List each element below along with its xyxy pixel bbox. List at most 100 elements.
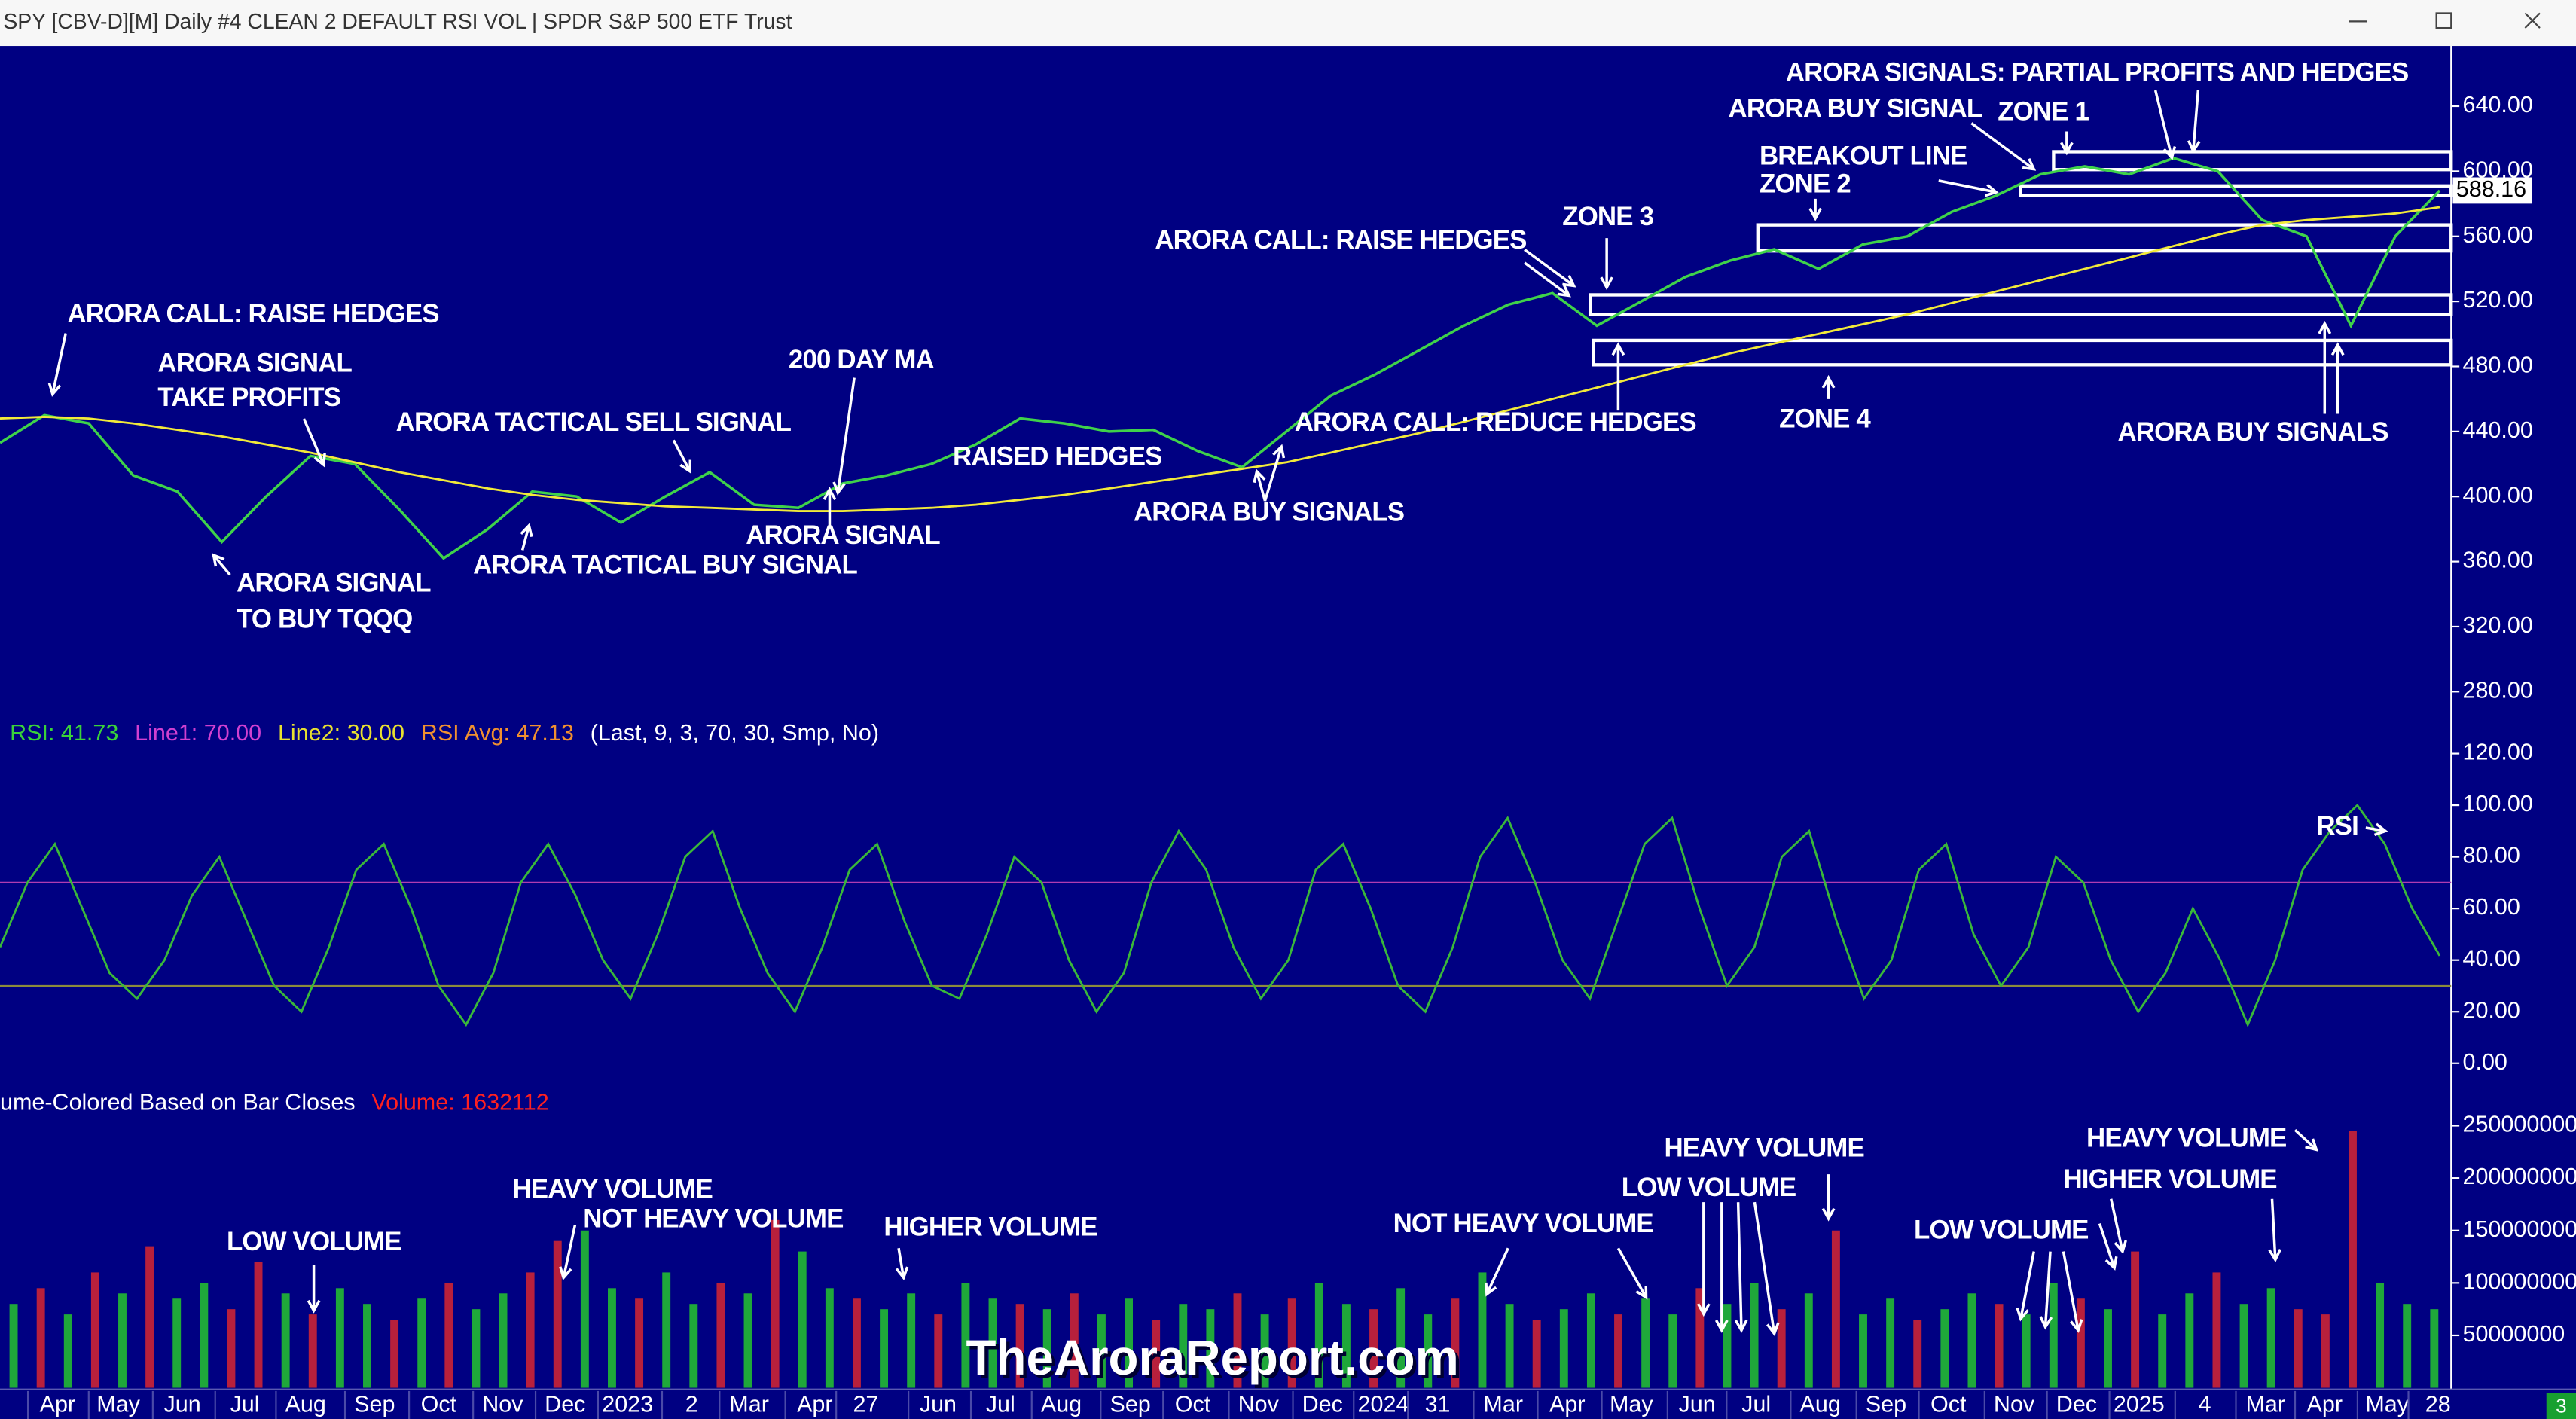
x-tick-label: May (2365, 1392, 2409, 1417)
y-tick-label: 480.00 (2463, 352, 2533, 378)
arrow (1485, 1247, 1509, 1297)
y-tick-label: 50000000 (2463, 1321, 2565, 1347)
annotation: TO BUY TQQQ (237, 604, 412, 633)
volume-bar (1967, 1293, 1976, 1388)
volume-bar (2376, 1283, 2385, 1388)
x-tick-label: Aug (1041, 1392, 1082, 1417)
volume-bar (961, 1283, 970, 1388)
x-tick-label: Mar (729, 1392, 769, 1417)
volume-bar (771, 1219, 780, 1388)
annotation: LOW VOLUME (1914, 1216, 2089, 1245)
x-tick-label: Dec (1302, 1392, 1343, 1417)
volume-bar (1723, 1304, 1732, 1388)
volume-bar (90, 1272, 99, 1388)
volume-bar (444, 1283, 453, 1388)
annotation: HEAVY VOLUME (1664, 1134, 1863, 1163)
x-tick-label: 2023 (602, 1392, 653, 1417)
legend-entry: RSI Avg: 47.13 (421, 720, 574, 746)
arrow (1808, 198, 1822, 221)
arrow (895, 1247, 909, 1281)
annotation: ARORA SIGNALS: PARTIAL PROFITS AND HEDGE… (1786, 57, 2409, 87)
annotation: ZONE 1 (1998, 97, 2089, 127)
y-tick-label: 20.00 (2463, 997, 2520, 1023)
arrow (2110, 1198, 2127, 1255)
y-tick-label: 440.00 (2463, 417, 2533, 443)
y-tick-label: 360.00 (2463, 548, 2533, 573)
volume-bar (635, 1298, 644, 1388)
x-tick-label: Oct (1930, 1392, 1967, 1417)
panel: 280.00 320.00 360.00 400.00 440.00 480.00 520.… (0, 57, 2533, 703)
x-tick-label: Apr (1549, 1392, 1586, 1417)
x-tick-label: May (1610, 1392, 1653, 1417)
y-tick-label: 640.00 (2463, 92, 2533, 117)
volume-bar (716, 1283, 725, 1388)
x-tick-label: Apr (797, 1392, 833, 1417)
volume-bar (1859, 1314, 1867, 1388)
panel: 0.00 20.00 40.00 60.00 80.00 100.00 120.00 RSI:… (0, 720, 2533, 1075)
arrow (832, 377, 856, 496)
annotation: ARORA BUY SIGNAL (1729, 93, 1982, 123)
x-tick-label: 2024 (1358, 1392, 1409, 1417)
volume-bar (1341, 1304, 1351, 1388)
annotation: ARORA BUY SIGNALS (1134, 498, 1404, 527)
watermark: TheAroraReport.com (966, 1330, 1459, 1385)
x-tick-label: Oct (421, 1392, 457, 1417)
arrow (2294, 1128, 2319, 1152)
series-line (0, 206, 2440, 513)
arrow (1524, 261, 1571, 298)
volume-bar (472, 1309, 481, 1388)
watermark-shadow: TheAroraReport.com (969, 1333, 1462, 1388)
volume-bar (227, 1309, 236, 1388)
annotation: RSI (2316, 811, 2358, 841)
arrow (1616, 1247, 1648, 1300)
volume-bar (200, 1283, 209, 1388)
annotation: ARORA CALL: REDUCE HEDGES (1295, 407, 1696, 437)
close-button[interactable] (2524, 12, 2541, 29)
annotation: ARORA CALL: RAISE HEDGES (1155, 225, 1526, 255)
arrow (823, 487, 837, 526)
volume-bar (934, 1314, 943, 1388)
last-price-label: 588.16 (2456, 176, 2526, 202)
annotation: ARORA BUY SIGNALS (2117, 417, 2388, 447)
volume-bar (281, 1293, 290, 1388)
arrow (2098, 1222, 2118, 1271)
corner-box (2546, 1393, 2576, 1419)
arrow (2153, 90, 2177, 160)
volume-bar (2239, 1304, 2248, 1388)
x-tick-label: Jul (986, 1392, 1015, 1417)
volume-bar (390, 1320, 399, 1388)
volume-bar (1641, 1298, 1650, 1388)
arrow (1938, 179, 1999, 197)
arrow (1714, 1202, 1729, 1333)
annotation: NOT HEAVY VOLUME (1393, 1209, 1653, 1238)
x-tick-label: Sep (1866, 1392, 1906, 1417)
volume-bar (1042, 1309, 1051, 1388)
arrow (2330, 342, 2345, 414)
volume-bar (2403, 1304, 2412, 1388)
maximize-button[interactable] (2435, 12, 2452, 29)
volume-bar (118, 1293, 127, 1388)
arrow (2187, 90, 2201, 154)
arrow (2059, 131, 2074, 156)
y-tick-label: 80.00 (2463, 843, 2520, 868)
volume-bar (1532, 1320, 1541, 1388)
x-tick-label: Jun (1678, 1392, 1715, 1417)
arrow (1753, 1201, 1780, 1337)
volume-bar (853, 1298, 861, 1388)
y-tick-label: 100.00 (2463, 791, 2533, 816)
volume-bar (1451, 1298, 1460, 1388)
volume-bar (1995, 1304, 2004, 1388)
x-tick-label: Aug (285, 1392, 326, 1417)
annotation: ARORA SIGNAL (237, 568, 431, 597)
volume-bar (1396, 1288, 1406, 1388)
volume-bar (880, 1309, 889, 1388)
volume-bar (798, 1251, 807, 1388)
volume-bar (526, 1272, 535, 1388)
x-tick-label: Apr (2307, 1392, 2343, 1417)
volume-bar (1287, 1298, 1296, 1388)
panel-label: ume-Colored Based on Bar Closes (0, 1089, 356, 1115)
volume-bar (580, 1230, 589, 1388)
annotation: ZONE 2 (1760, 169, 1851, 199)
x-tick-label: 27 (853, 1392, 878, 1417)
x-tick-label: Sep (1109, 1392, 1150, 1417)
